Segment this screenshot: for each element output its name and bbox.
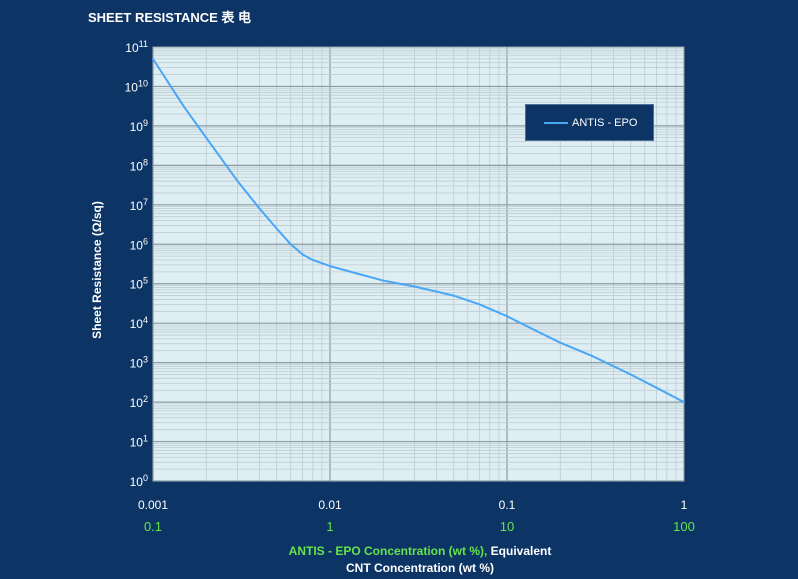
x-axis-label-equivalent: Equivalent bbox=[487, 544, 552, 558]
y-tick-label: 1011 bbox=[125, 39, 148, 55]
y-tick-label: 103 bbox=[130, 355, 148, 371]
y-tick-label: 105 bbox=[130, 276, 148, 292]
x-secondary-tick-label: 100 bbox=[673, 519, 695, 534]
y-tick-label: 106 bbox=[130, 236, 148, 252]
data-point bbox=[258, 208, 261, 210]
data-point bbox=[290, 243, 292, 245]
y-tick-label: 107 bbox=[130, 197, 148, 213]
data-point bbox=[276, 227, 278, 230]
data-point bbox=[590, 355, 593, 357]
legend-swatch bbox=[544, 121, 568, 124]
x-secondary-tick-label: 0.1 bbox=[144, 519, 162, 534]
series-line bbox=[152, 57, 685, 404]
legend: ANTIS - EPO bbox=[525, 104, 654, 141]
data-point bbox=[537, 331, 539, 333]
x-secondary-tick-label: 1 bbox=[326, 519, 333, 534]
x-axis-label-primary: ANTIS - EPO Concentration (wt %), bbox=[288, 544, 488, 558]
data-point bbox=[301, 253, 304, 256]
plot-border bbox=[152, 46, 685, 482]
data-point bbox=[152, 58, 154, 60]
data-point bbox=[655, 387, 658, 389]
x-tick-label: 0.1 bbox=[499, 498, 516, 512]
data-point bbox=[205, 137, 207, 139]
x-axis-label: ANTIS - EPO Concentration (wt %), Equiva… bbox=[0, 543, 798, 577]
data-point bbox=[312, 259, 314, 261]
legend-label: ANTIS - EPO bbox=[572, 116, 638, 129]
data-point bbox=[453, 295, 455, 297]
data-point bbox=[413, 285, 416, 288]
y-tick-label: 109 bbox=[130, 118, 148, 134]
x-secondary-tick-label: 10 bbox=[500, 519, 514, 534]
data-point bbox=[506, 315, 508, 317]
data-point bbox=[683, 401, 685, 403]
y-tick-label: 100 bbox=[130, 473, 148, 489]
x-tick-label: 0.001 bbox=[138, 498, 168, 512]
data-point bbox=[236, 180, 239, 182]
y-axis-label: Sheet Resistance (Ω/sq) bbox=[90, 201, 104, 339]
y-tick-label: 101 bbox=[130, 434, 148, 450]
x-axis-label-cnt: CNT Concentration (wt %) bbox=[346, 561, 494, 575]
data-point bbox=[183, 106, 185, 108]
y-tick-label: 1010 bbox=[125, 78, 148, 94]
data-point bbox=[478, 303, 481, 305]
y-tick-label: 108 bbox=[130, 157, 148, 173]
data-point bbox=[329, 265, 331, 267]
x-tick-label: 0.01 bbox=[318, 498, 342, 512]
y-tick-label: 102 bbox=[130, 394, 148, 410]
y-tick-label: 104 bbox=[130, 315, 148, 331]
data-point bbox=[559, 342, 561, 344]
chart-title: SHEET RESISTANCE 表 电 bbox=[88, 10, 252, 25]
data-point bbox=[360, 274, 362, 276]
data-point bbox=[382, 280, 384, 282]
data-point bbox=[630, 373, 632, 376]
x-tick-label: 1 bbox=[681, 498, 688, 512]
